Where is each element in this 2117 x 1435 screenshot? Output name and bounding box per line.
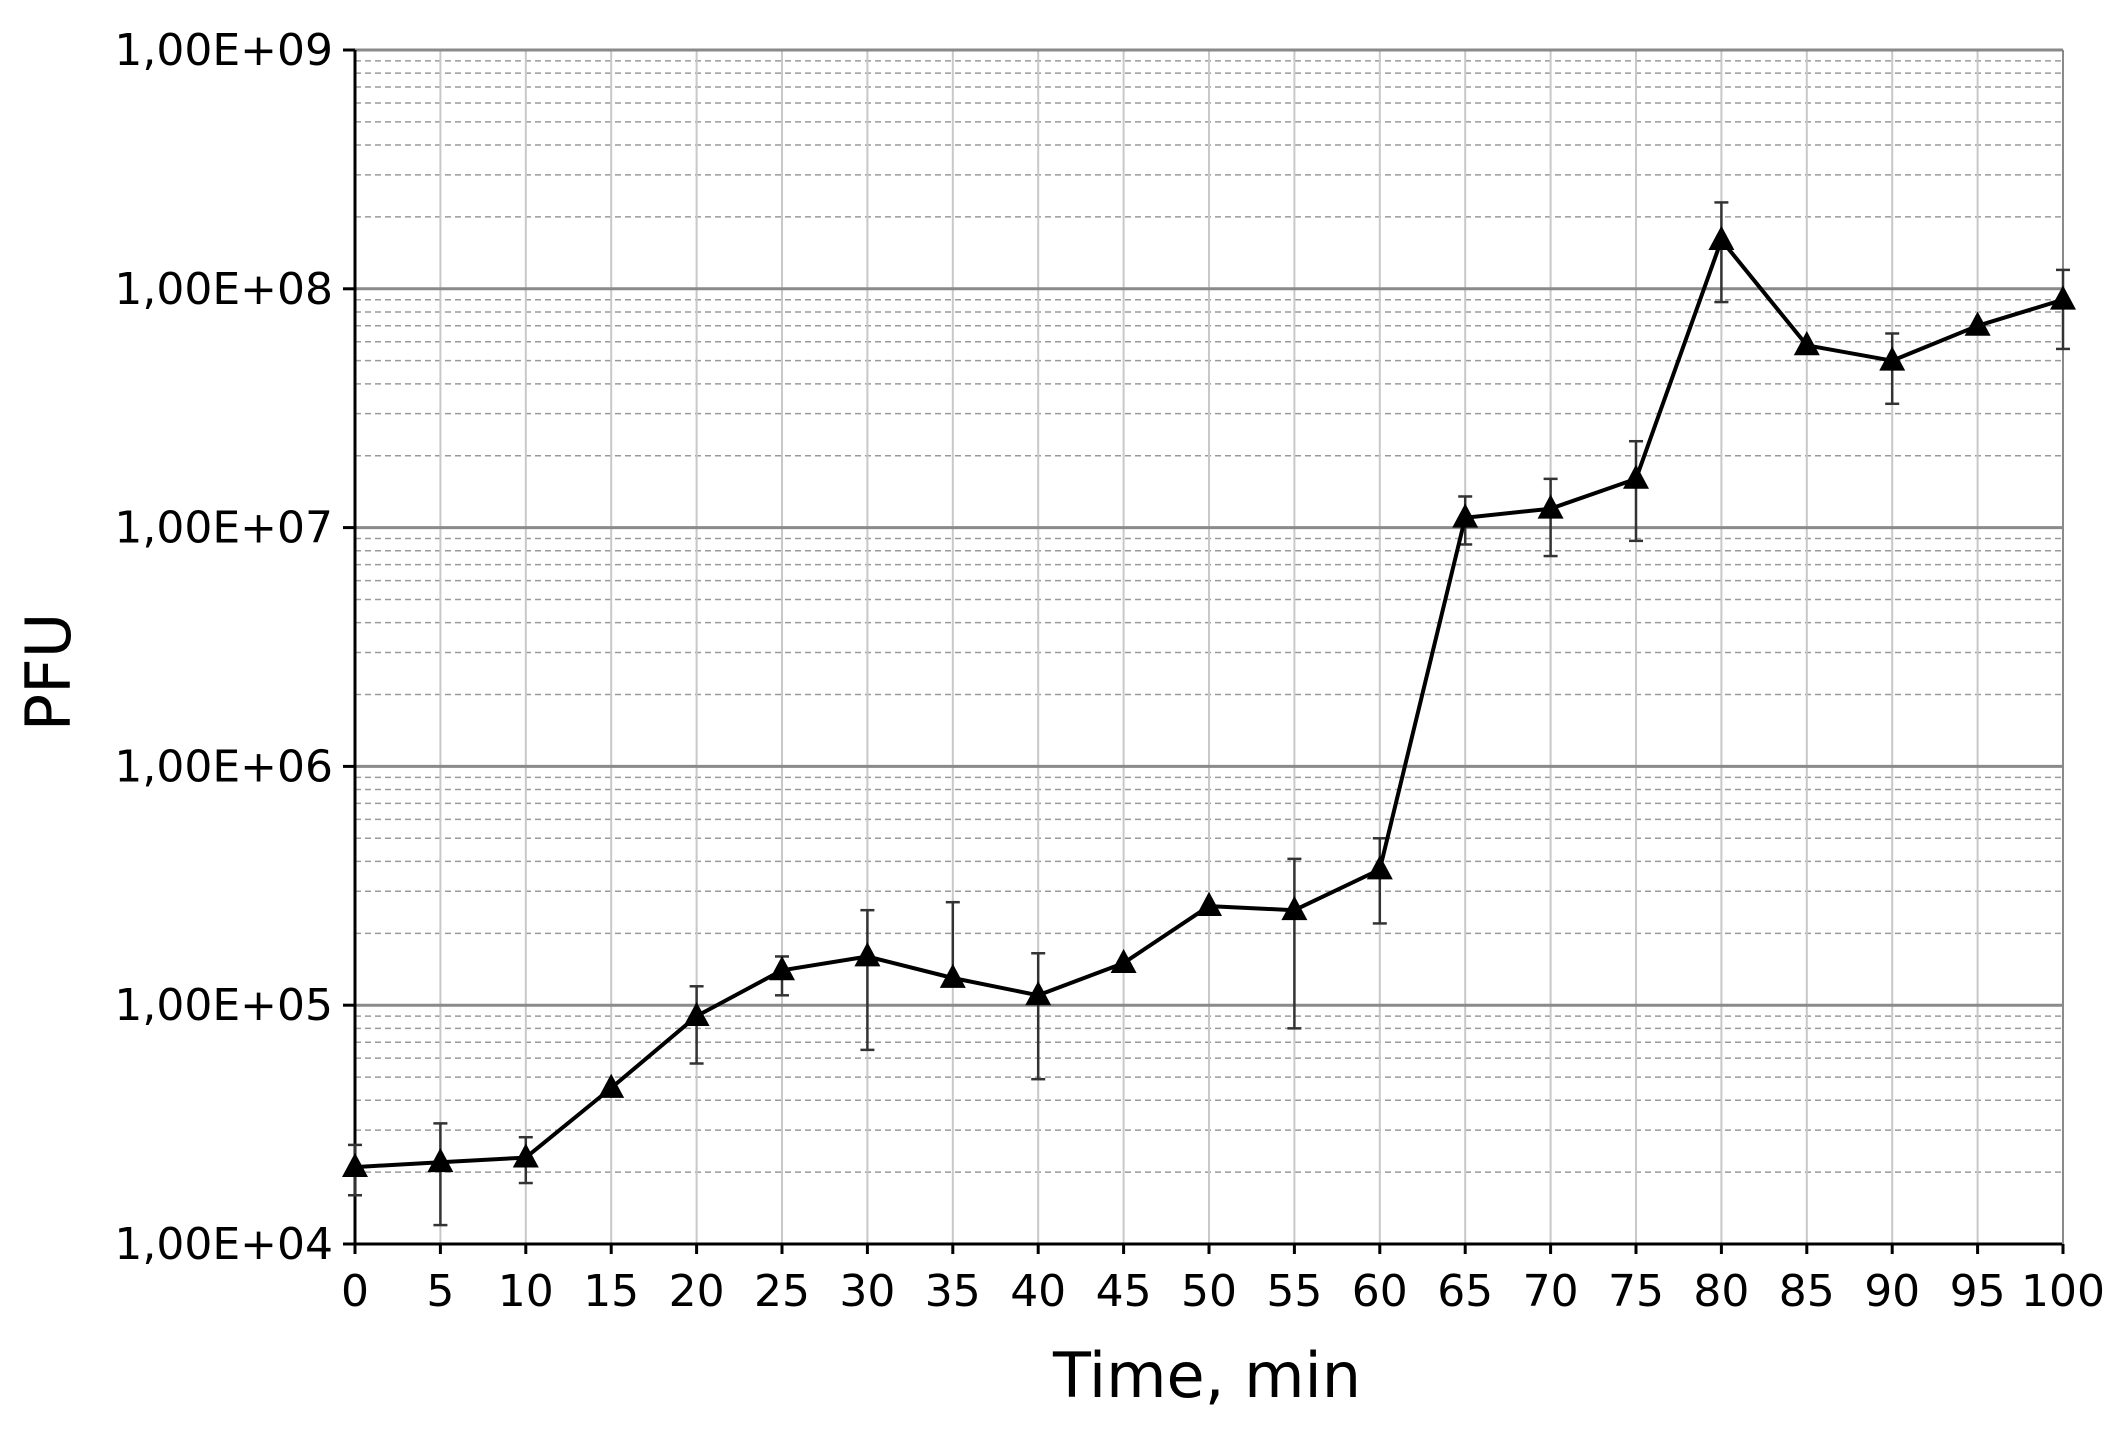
axes — [343, 48, 2065, 1254]
data-point — [1196, 891, 1222, 917]
x-tick-label: 20 — [669, 1266, 725, 1317]
data-point — [769, 956, 795, 981]
x-tick-label: 40 — [1010, 1266, 1066, 1317]
data-point — [939, 963, 966, 988]
y-tick-labels: 1,00E+04 1,00E+05 1,00E+06 1,00E+07 1,00E+08… — [114, 25, 333, 1270]
x-tick-label: 5 — [426, 1266, 454, 1317]
x-tick-label: 100 — [2021, 1266, 2105, 1317]
data-point — [512, 1143, 539, 1168]
y-tick-label: 1,00E+05 — [114, 980, 333, 1031]
data-point — [1452, 503, 1479, 528]
x-tick-label: 65 — [1437, 1266, 1493, 1317]
data-point — [427, 1147, 454, 1173]
x-tick-label: 15 — [583, 1266, 639, 1317]
y-tick-label: 1,00E+09 — [114, 25, 333, 76]
data-point — [1110, 948, 1137, 974]
x-tick-label: 10 — [498, 1266, 554, 1317]
x-tick-label: 75 — [1608, 1266, 1664, 1317]
data-point — [1281, 895, 1308, 921]
x-tick-label: 30 — [839, 1266, 895, 1317]
grid — [354, 48, 2064, 1246]
x-tick-label: 0 — [341, 1266, 369, 1317]
data-point — [1623, 464, 1649, 489]
y-tick-label: 1,00E+08 — [114, 264, 333, 315]
error-bars — [348, 201, 2070, 1227]
x-tick-label: 85 — [1779, 1266, 1835, 1317]
y-tick-label: 1,00E+07 — [114, 503, 333, 554]
x-tick-label: 50 — [1181, 1266, 1237, 1317]
x-tick-label: 70 — [1523, 1266, 1579, 1317]
x-tick-label: 90 — [1864, 1266, 1920, 1317]
data-point — [1708, 225, 1735, 250]
data-point — [342, 1152, 368, 1177]
y-tick-label: 1,00E+06 — [114, 741, 333, 792]
data-point — [598, 1073, 625, 1098]
data-point — [683, 1001, 710, 1027]
x-tick-label: 80 — [1693, 1266, 1749, 1317]
x-tick-label: 95 — [1950, 1266, 2006, 1317]
y-tick-label: 1,00E+04 — [114, 1219, 333, 1270]
x-tick-label: 60 — [1352, 1266, 1408, 1317]
data-point — [1964, 311, 1991, 336]
data-point — [1793, 330, 1820, 356]
data-point — [1366, 855, 1393, 880]
data-point — [1025, 981, 1052, 1006]
x-tick-label: 25 — [754, 1266, 810, 1317]
x-axis-label: Time, min — [1052, 1339, 1361, 1412]
x-tick-labels: 0 5 10 15 20 25 30 35 40 45 50 55 60 65 70 75 80 85 90 95 10… — [341, 1266, 2105, 1317]
data-point — [1879, 346, 1906, 371]
data-point — [1537, 494, 1564, 519]
data-point — [854, 942, 881, 967]
data-point — [2050, 285, 2076, 310]
y-axis-label: PFU — [12, 613, 85, 731]
x-tick-label: 35 — [925, 1266, 981, 1317]
series — [342, 225, 2076, 1177]
x-tick-label: 45 — [1096, 1266, 1152, 1317]
x-tick-label: 55 — [1266, 1266, 1322, 1317]
